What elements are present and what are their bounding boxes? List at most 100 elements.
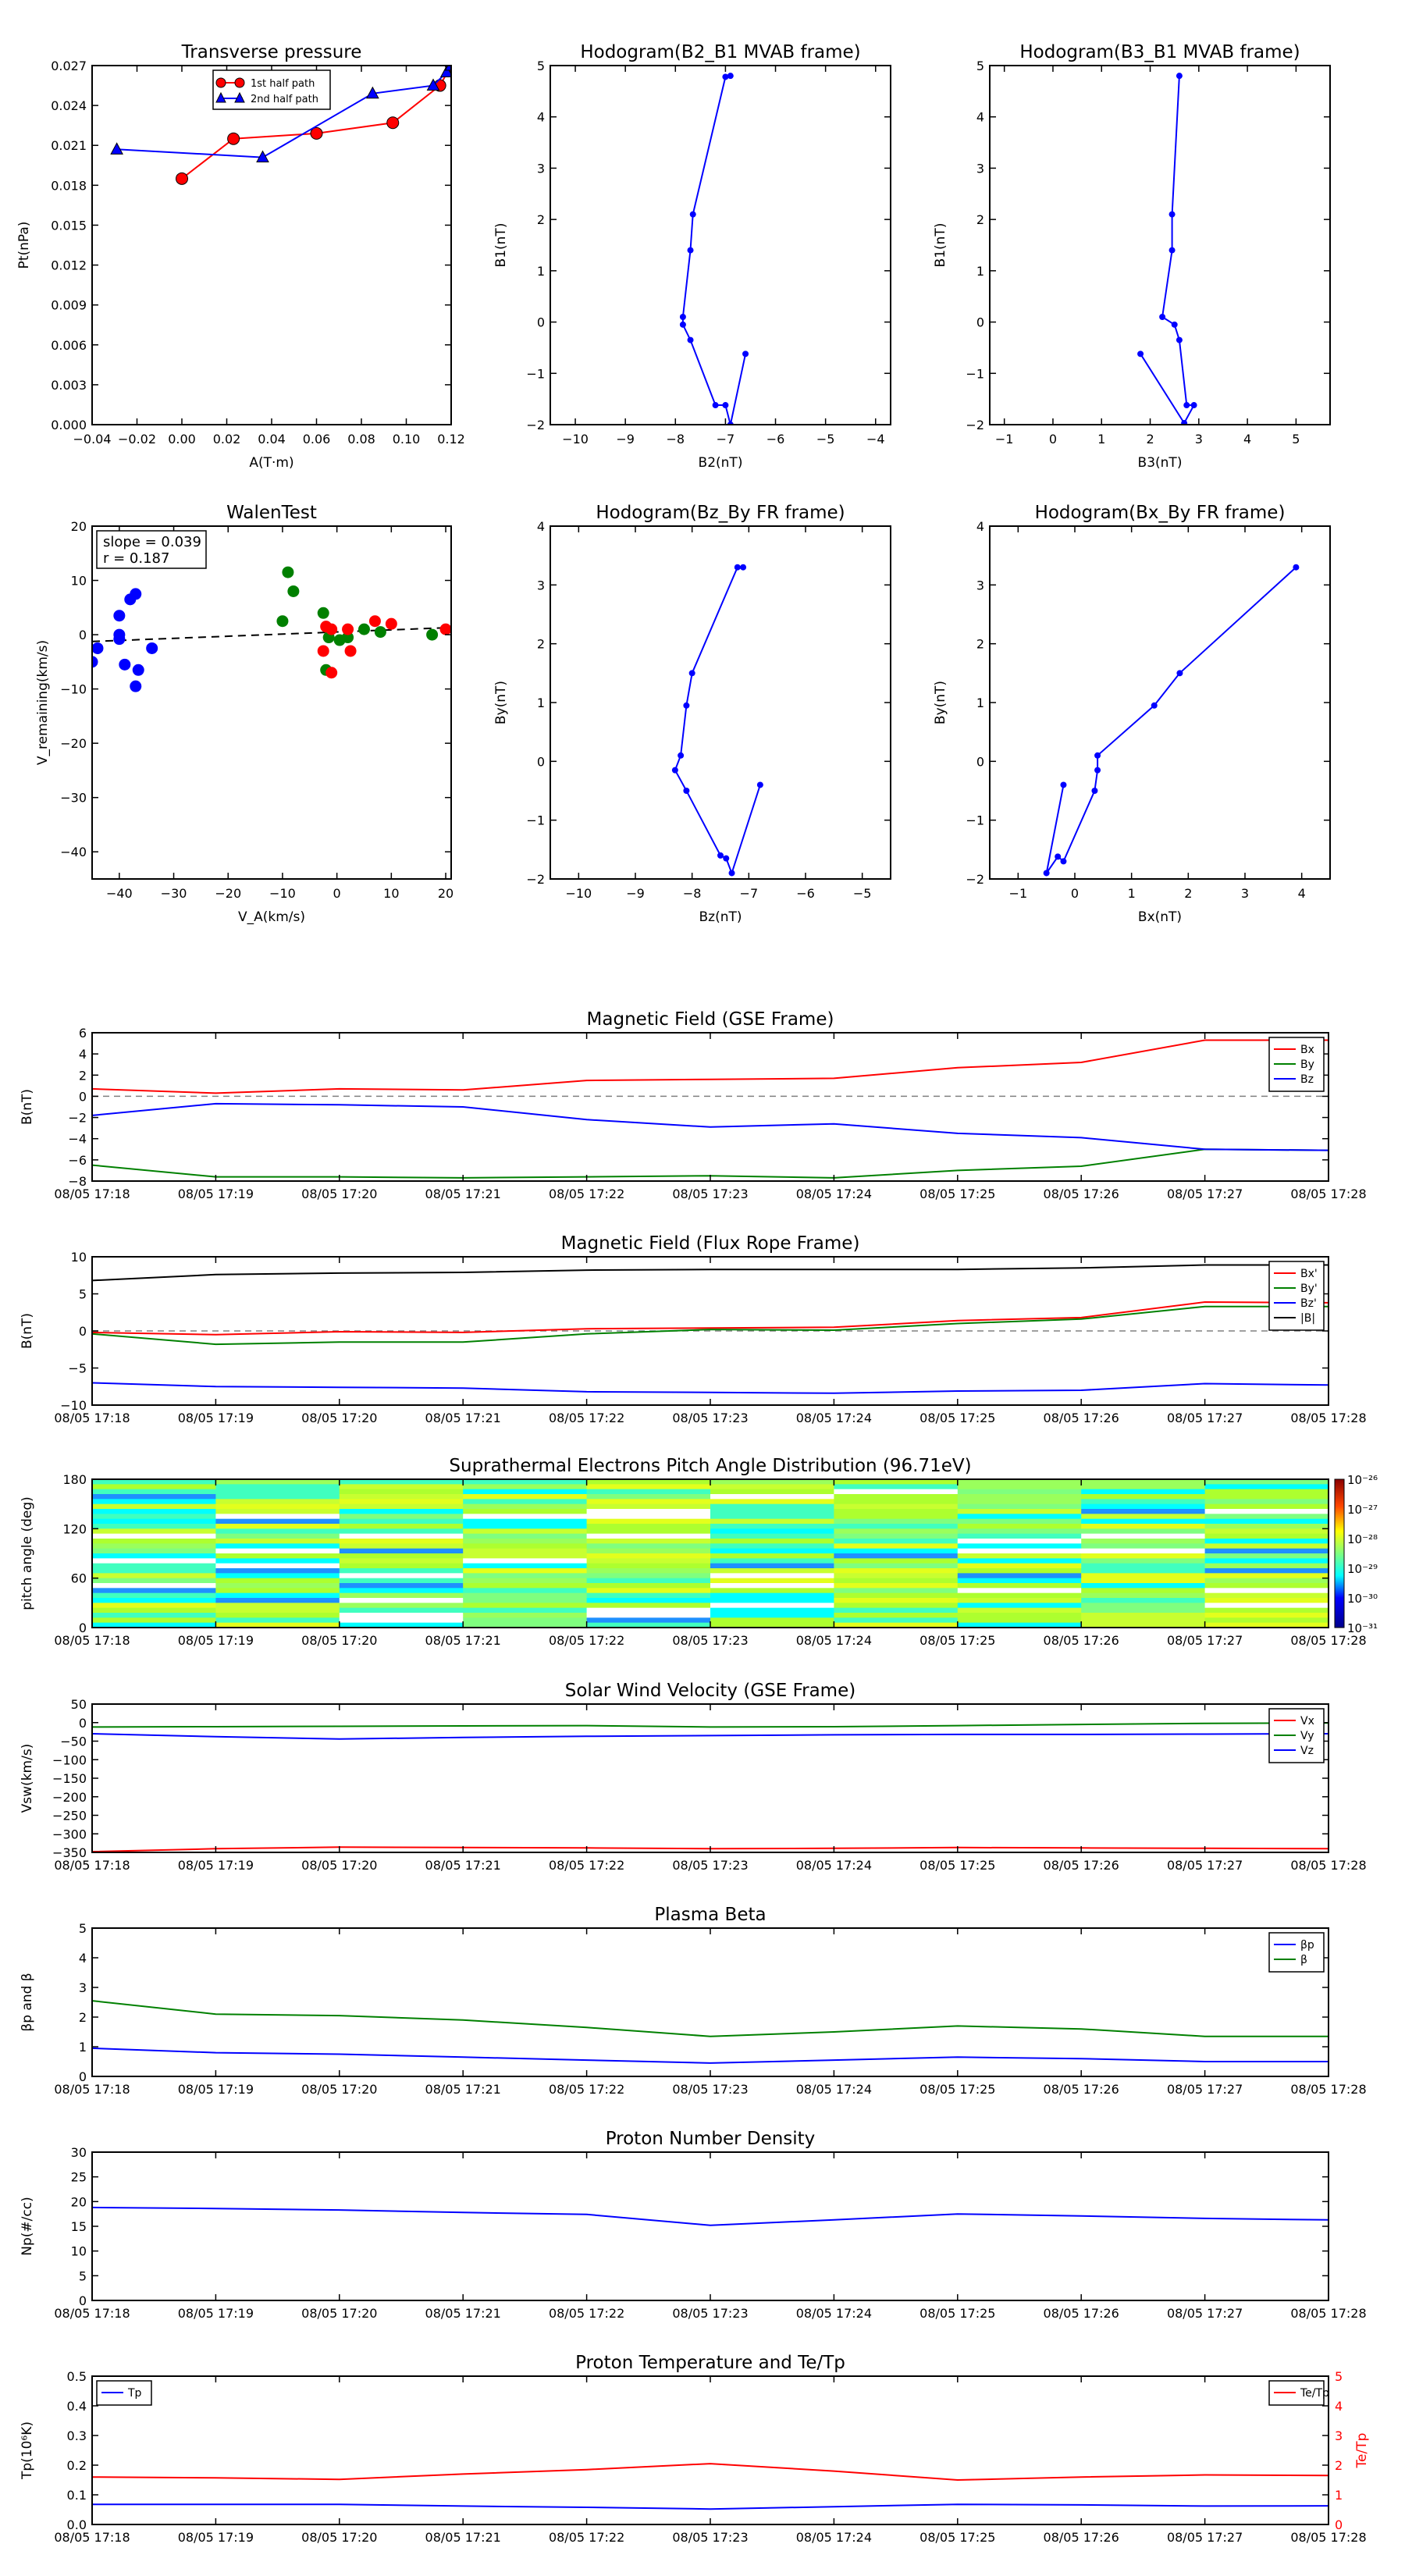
x-tick-label-2-0: −1 (995, 432, 1014, 447)
heatmap-cell (710, 1558, 834, 1564)
time-tick-label-0-7: 08/05 17:25 (919, 1187, 995, 1201)
y-tick-label-ts2-0: 0 (79, 1621, 87, 1635)
time-tick-label-3-0: 08/05 17:18 (54, 1858, 130, 1873)
heatmap-cell (1204, 1617, 1329, 1624)
regression-line (92, 626, 451, 642)
data-point-0-6 (1183, 402, 1190, 409)
heatmap-cell (92, 1603, 216, 1609)
data-point-0-9 (1060, 781, 1067, 788)
time-tick-label-1-4: 08/05 17:22 (549, 1411, 624, 1425)
heatmap-cell (1081, 1479, 1206, 1485)
heatmap-cell (710, 1479, 834, 1485)
data-point-0-8 (1043, 870, 1050, 877)
time-tick-label-0-0: 08/05 17:18 (54, 1187, 130, 1201)
heatmap-cell (215, 1613, 340, 1618)
heatmap-cell (1204, 1583, 1329, 1589)
time-tick-label-1-2: 08/05 17:20 (301, 1411, 377, 1425)
heatmap-cell (339, 1548, 464, 1554)
heatmap-cell (710, 1503, 834, 1510)
legend-label-3-0: Vx (1300, 1715, 1314, 1727)
time-tick-label-4-3: 08/05 17:21 (425, 2082, 501, 2097)
x-tick-label-0-8: 0.12 (437, 432, 465, 447)
x-tick-label-3-1: −30 (161, 886, 187, 901)
y-axis-label-2: B1(nT) (933, 223, 948, 268)
heatmap-cell (339, 1553, 464, 1559)
plot-area-2 (1137, 73, 1197, 425)
y-axis-label-ts1: B(nT) (20, 1313, 35, 1349)
heatmap-cell (1204, 1509, 1329, 1514)
data-point-0-6 (687, 336, 694, 343)
chart-title-ts1: Magnetic Field (Flux Rope Frame) (561, 1233, 860, 1254)
time-tick-label-6-8: 08/05 17:26 (1044, 2530, 1119, 2545)
heatmap-cell (834, 1558, 959, 1564)
chart-title-ts4: Plasma Beta (654, 1905, 766, 1925)
heatmap-cell (1081, 1489, 1206, 1495)
plot-frame-ts5 (91, 2151, 1329, 2301)
time-tick-label-2-2: 08/05 17:20 (301, 1633, 377, 1648)
heatmap-cell (215, 1494, 340, 1500)
heatmap-cell (710, 1578, 834, 1584)
heatmap-cell (1081, 1588, 1206, 1594)
data-point-0-3 (683, 702, 690, 709)
y-tick-label-ts4-3: 3 (79, 1980, 87, 1995)
data-point-0-8 (92, 642, 104, 654)
y-tick-label-0-2: 0.006 (51, 338, 87, 353)
y-tick-label-3-4: 0 (79, 628, 87, 642)
data-point-0-6 (1060, 858, 1067, 865)
heatmap-cell (215, 1603, 340, 1609)
data-point-0-0 (740, 564, 747, 571)
timeseries-panel-2: 10⁻²⁶ 10⁻²⁷ 10⁻²⁸ 10⁻²⁹ 10⁻³⁰ 10⁻³¹ Supratherm… (20, 1456, 1378, 1648)
time-tick-label-2-1: 08/05 17:19 (178, 1633, 254, 1648)
y-tick-label-5-1: −1 (966, 813, 984, 828)
time-tick-label-3-3: 08/05 17:21 (425, 1858, 501, 1873)
heatmap-cell (1204, 1553, 1329, 1559)
heatmap-cell (834, 1489, 959, 1495)
x-axis-label-5: Bx(nT) (1138, 909, 1182, 925)
heatmap-cell (710, 1514, 834, 1520)
y-tick-label-2-4: 2 (976, 212, 984, 227)
series-line-1-2 (91, 1382, 1329, 1394)
x-tick-label-0-2: 0.00 (168, 432, 196, 447)
heatmap-cell (92, 1539, 216, 1544)
right-tick-label-5: 5 (1335, 2369, 1343, 2384)
heatmap-cell (339, 1603, 464, 1609)
heatmap-cell (586, 1583, 711, 1589)
y-tick-label-3-0: −40 (60, 845, 87, 859)
heatmap-cell (834, 1607, 959, 1614)
data-point-0-4 (679, 314, 686, 320)
heatmap-cell (957, 1607, 1082, 1614)
timeseries-panel-5: Proton Number Density 08/05 17:18 08/05 17… (20, 2129, 1367, 2321)
x-tick-label-3-2: −20 (215, 886, 241, 901)
y-tick-label-ts0-6: 4 (79, 1047, 87, 1062)
heatmap-cell (92, 1494, 216, 1500)
chart-panel-5: Hodogram(Bx_By FR frame) −1 0 1 2 3 4 −2 −1 0 1 2 3 4… (933, 503, 1331, 925)
y-axis-label-ts0: B(nT) (20, 1089, 35, 1125)
heatmap-cell (92, 1617, 216, 1624)
heatmap-cell (92, 1518, 216, 1525)
heatmap-cell (1081, 1518, 1206, 1525)
y-tick-label-ts0-3: −2 (68, 1111, 87, 1126)
heatmap-cell (339, 1514, 464, 1520)
time-tick-label-3-10: 08/05 17:28 (1290, 1858, 1366, 1873)
heatmap-cell (1081, 1617, 1206, 1624)
time-tick-label-4-10: 08/05 17:28 (1290, 2082, 1366, 2097)
time-tick-label-6-0: 08/05 17:18 (54, 2530, 130, 2545)
data-point-0-5 (679, 321, 686, 328)
series-line-1-1 (91, 1305, 1329, 1346)
heatmap-cell (92, 1484, 216, 1490)
heatmap-cell (586, 1503, 711, 1510)
heatmap-cell (1204, 1588, 1329, 1594)
heatmap-cell (1204, 1479, 1329, 1485)
y-tick-label-2-1: −1 (966, 366, 984, 381)
time-tick-label-0-10: 08/05 17:28 (1290, 1187, 1366, 1201)
series-line-1-3 (91, 1264, 1329, 1282)
timeseries-panel-3: Solar Wind Velocity (GSE Frame) 08/05 17:… (20, 1681, 1367, 1873)
data-point-0-0 (727, 73, 734, 80)
y-tick-label-1-3: 1 (537, 264, 545, 279)
heatmap-cell (1081, 1603, 1206, 1609)
legend-label-0-0: Bx (1300, 1044, 1314, 1056)
time-tick-label-2-0: 08/05 17:18 (54, 1633, 130, 1648)
series-line-5-0 (91, 2206, 1329, 2226)
heatmap-cell (339, 1539, 464, 1544)
plot-area-5 (1043, 564, 1300, 877)
